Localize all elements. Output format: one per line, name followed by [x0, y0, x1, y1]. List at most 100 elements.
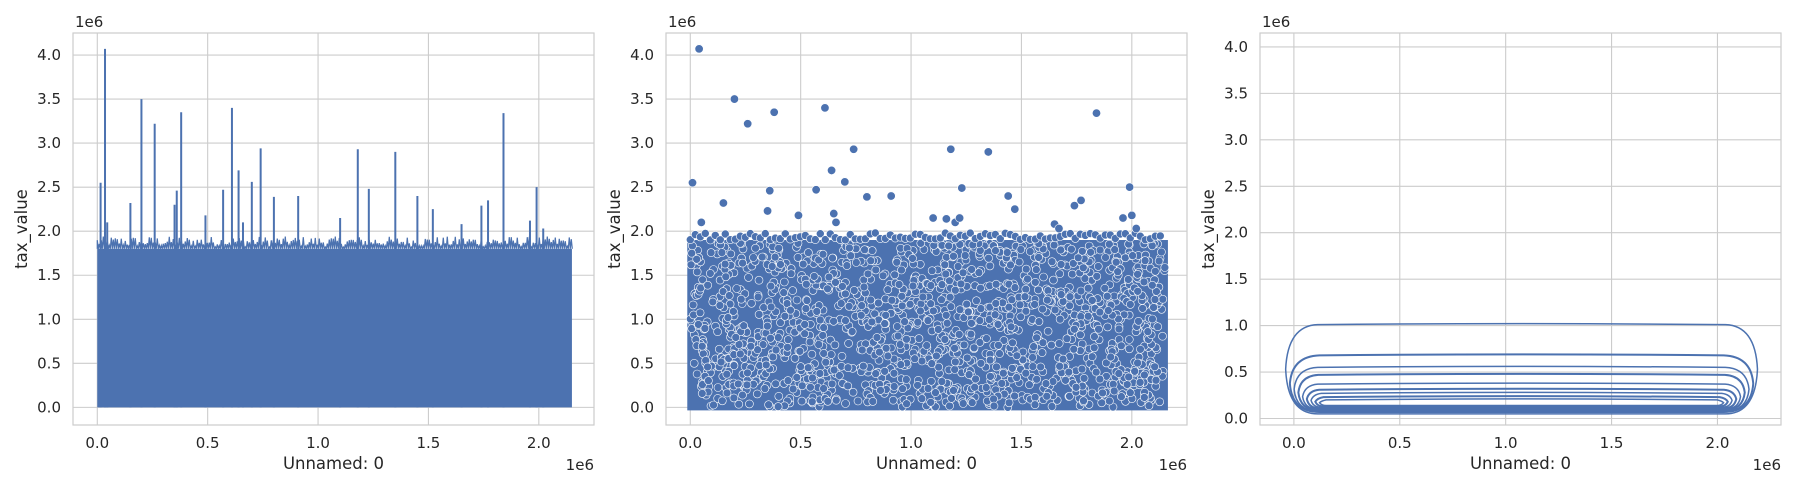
scatter-point	[1143, 327, 1153, 336]
scatter-point	[720, 259, 730, 269]
x-tick-label: 0.0	[678, 434, 702, 452]
scatter-point	[1091, 367, 1101, 377]
scatter-point	[783, 376, 793, 385]
y-axis-label: tax_value	[605, 189, 625, 269]
scatter-point	[949, 251, 958, 261]
scatter-point	[1105, 396, 1114, 406]
scatter-point	[870, 228, 880, 238]
scatter-point	[837, 351, 847, 361]
scatter-point	[916, 239, 926, 248]
x-offset-label: 1e6	[1753, 456, 1781, 474]
scatter-point	[1102, 358, 1111, 368]
y-tick-label: 2.0	[1224, 224, 1248, 242]
scatter-point	[1007, 363, 1017, 373]
scatter-point	[814, 340, 824, 349]
scatter-point	[937, 377, 947, 386]
panel-line-plot: 0.0 0.5 1.0 1.5 2.0 0.0 0.5 1.0 1.5 2.0 2.5 3.0 3.5 4…	[12, 13, 595, 474]
scatter-point	[698, 380, 707, 389]
scatter-point	[1016, 312, 1026, 322]
scatter-point	[751, 243, 760, 253]
scatter-point	[821, 357, 831, 367]
x-tick-label: 0.5	[789, 434, 813, 452]
scatter-point	[841, 399, 850, 408]
scatter-point	[820, 235, 830, 244]
scatter-point	[914, 334, 924, 343]
scatter-outlier-point	[765, 186, 775, 196]
x-tick-label: 0.5	[196, 434, 220, 452]
scatter-point	[842, 261, 852, 270]
y-tick-label: 3.0	[630, 134, 654, 152]
scatter-point	[1070, 324, 1079, 334]
scatter-point	[1079, 396, 1088, 406]
scatter-point	[986, 372, 995, 381]
scatter-point	[1069, 259, 1078, 268]
scatter-point	[976, 283, 985, 293]
scatter-point	[1056, 290, 1066, 299]
scatter-point	[1086, 248, 1095, 257]
scatter-point	[934, 362, 944, 372]
scatter-outlier-point	[1076, 195, 1086, 205]
scatter-point	[1041, 379, 1051, 388]
scatter-point	[760, 229, 770, 238]
y-tick-label: 4.0	[630, 46, 654, 64]
scatter-point	[965, 228, 975, 238]
scatter-point	[883, 351, 893, 361]
scatter-point	[774, 391, 784, 401]
scatter-point	[900, 317, 909, 326]
scatter-point	[927, 359, 937, 368]
scatter-point	[880, 366, 890, 376]
scatter-point	[729, 307, 738, 316]
scatter-point	[1083, 283, 1093, 293]
scatter-point	[867, 317, 877, 327]
scatter-point	[958, 399, 968, 408]
scatter-point	[815, 315, 825, 325]
scatter-point	[1140, 393, 1149, 402]
scatter-point	[689, 358, 699, 368]
scatter-point	[845, 243, 854, 253]
scatter-point	[761, 360, 771, 370]
scatter-point	[1102, 291, 1112, 301]
scatter-point	[959, 340, 969, 350]
scatter-point	[897, 291, 907, 301]
scatter-point	[805, 337, 815, 347]
scatter-point	[1038, 338, 1048, 348]
x-tick-label: 1.0	[1494, 434, 1518, 452]
scatter-point	[985, 261, 995, 271]
scatter-point	[1055, 361, 1064, 371]
scatter-point	[1055, 269, 1064, 279]
scatter-point	[945, 401, 954, 411]
scatter-point	[1139, 277, 1149, 287]
scatter-point	[831, 395, 841, 405]
scatter-point	[876, 386, 885, 395]
scatter-point	[1150, 295, 1160, 304]
scatter-point	[1095, 307, 1105, 317]
scatter-point	[724, 291, 734, 300]
scatter-point	[872, 333, 882, 342]
y-tick-label: 2.0	[37, 222, 61, 240]
scatter-point	[733, 379, 743, 389]
y-tick-label: 2.5	[630, 178, 654, 196]
x-tick-label: 2.0	[1120, 434, 1144, 452]
scatter-point	[1121, 253, 1130, 263]
scatter-point	[694, 320, 703, 329]
scatter-point	[984, 253, 993, 263]
scatter-point	[697, 341, 707, 351]
x-tick-label: 1.0	[306, 434, 330, 452]
y-offset-label: 1e6	[75, 13, 103, 31]
scatter-point	[688, 300, 698, 310]
scatter-point	[1065, 292, 1075, 302]
scatter-point	[1031, 277, 1040, 287]
scatter-point	[894, 280, 904, 289]
scatter-point	[780, 311, 790, 321]
scatter-point	[841, 316, 850, 325]
scatter-point	[749, 253, 758, 262]
scatter-point	[753, 345, 762, 355]
scatter-point	[866, 256, 876, 266]
scatter-point	[1032, 374, 1041, 384]
scatter-series	[685, 44, 1170, 412]
scatter-point	[800, 329, 810, 339]
x-offset-label: 1e6	[566, 456, 594, 474]
scatter-point	[743, 368, 752, 378]
scatter-point	[1136, 344, 1145, 354]
scatter-point	[706, 248, 716, 257]
